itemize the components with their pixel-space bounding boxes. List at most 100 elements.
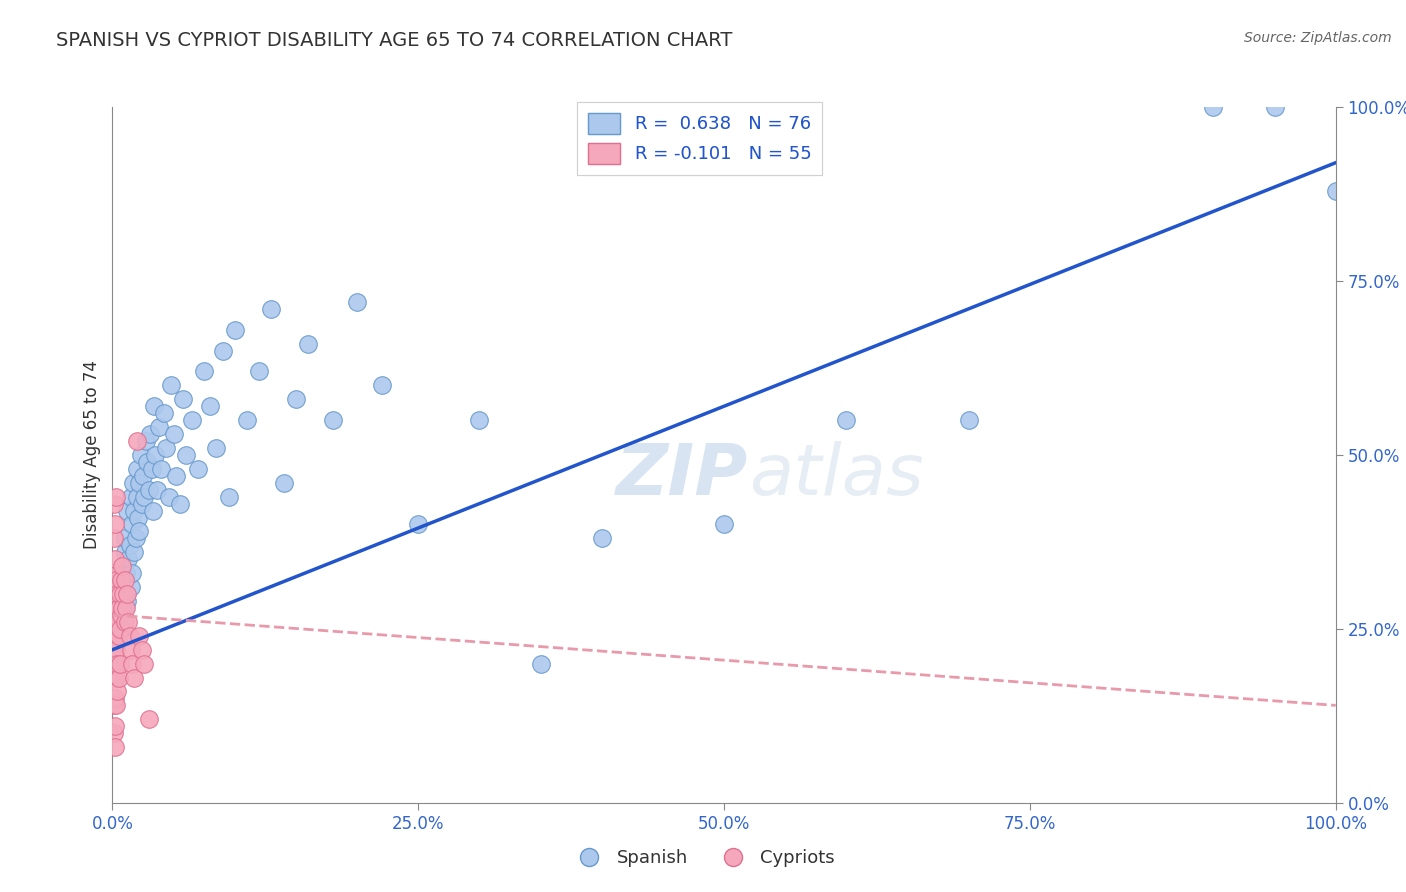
Point: [1202, 100, 1225, 114]
Point: [103, 532, 125, 546]
Point: [108, 657, 131, 671]
Point: [157, 490, 180, 504]
Point: [160, 378, 183, 392]
Point: [103, 573, 125, 587]
Point: [118, 629, 141, 643]
Point: [114, 545, 136, 559]
Point: [105, 657, 128, 671]
Point: [131, 497, 153, 511]
Point: [128, 475, 150, 490]
Point: [105, 601, 128, 615]
Point: [153, 406, 176, 420]
Text: Source: ZipAtlas.com: Source: ZipAtlas.com: [1244, 31, 1392, 45]
Point: [957, 413, 980, 427]
Point: [172, 392, 194, 407]
Y-axis label: Disability Age 65 to 74: Disability Age 65 to 74: [83, 360, 101, 549]
Point: [111, 622, 134, 636]
Point: [107, 629, 129, 643]
Point: [117, 552, 139, 566]
Point: [181, 413, 204, 427]
Point: [105, 642, 128, 657]
Point: [155, 441, 177, 455]
Point: [131, 642, 153, 657]
Point: [104, 664, 127, 678]
Point: [112, 587, 135, 601]
Point: [138, 712, 160, 726]
Point: [103, 497, 125, 511]
Point: [124, 545, 146, 559]
Point: [103, 587, 125, 601]
Point: [297, 336, 319, 351]
Point: [127, 510, 149, 524]
Point: [105, 587, 128, 601]
Point: [529, 657, 551, 671]
Point: [1324, 184, 1347, 198]
Point: [134, 434, 156, 448]
Point: [112, 587, 135, 601]
Point: [128, 629, 150, 643]
Point: [142, 503, 165, 517]
Point: [211, 343, 233, 358]
Point: [110, 573, 132, 587]
Point: [115, 587, 138, 601]
Point: [247, 364, 270, 378]
Point: [108, 622, 131, 636]
Point: [107, 607, 129, 622]
Point: [132, 468, 155, 483]
Point: [114, 615, 136, 629]
Point: [169, 497, 191, 511]
Point: [115, 503, 138, 517]
Point: [103, 615, 125, 629]
Point: [260, 301, 283, 316]
Point: [200, 399, 222, 413]
Point: [124, 503, 146, 517]
Point: [105, 573, 128, 587]
Point: [224, 323, 246, 337]
Point: [143, 399, 166, 413]
Point: [103, 671, 125, 685]
Point: [135, 455, 157, 469]
Point: [114, 601, 136, 615]
Point: [124, 671, 146, 685]
Point: [104, 552, 127, 566]
Point: [218, 490, 240, 504]
Point: [110, 607, 132, 622]
Point: [105, 490, 128, 504]
Legend: Spanish, Cypriots: Spanish, Cypriots: [564, 842, 842, 874]
Point: [103, 642, 125, 657]
Point: [107, 601, 129, 615]
Point: [165, 468, 187, 483]
Point: [104, 691, 127, 706]
Point: [117, 615, 139, 629]
Point: [139, 427, 162, 442]
Point: [187, 462, 209, 476]
Point: [114, 532, 136, 546]
Point: [134, 657, 156, 671]
Point: [408, 517, 430, 532]
Point: [105, 615, 128, 629]
Point: [346, 294, 368, 309]
Point: [111, 559, 134, 574]
Point: [103, 698, 125, 713]
Point: [107, 671, 129, 685]
Point: [322, 413, 344, 427]
Point: [236, 413, 259, 427]
Point: [104, 719, 127, 733]
Point: [121, 517, 143, 532]
Point: [118, 538, 141, 552]
Point: [114, 573, 136, 587]
Point: [174, 448, 197, 462]
Point: [138, 483, 160, 497]
Point: [110, 573, 132, 587]
Text: atlas: atlas: [748, 442, 924, 510]
Point: [835, 413, 858, 427]
Point: [120, 580, 142, 594]
Point: [284, 392, 308, 407]
Point: [1264, 100, 1286, 114]
Point: [129, 448, 152, 462]
Text: SPANISH VS CYPRIOT DISABILITY AGE 65 TO 74 CORRELATION CHART: SPANISH VS CYPRIOT DISABILITY AGE 65 TO …: [56, 31, 733, 50]
Point: [141, 462, 163, 476]
Point: [104, 622, 127, 636]
Point: [115, 601, 138, 615]
Point: [111, 601, 134, 615]
